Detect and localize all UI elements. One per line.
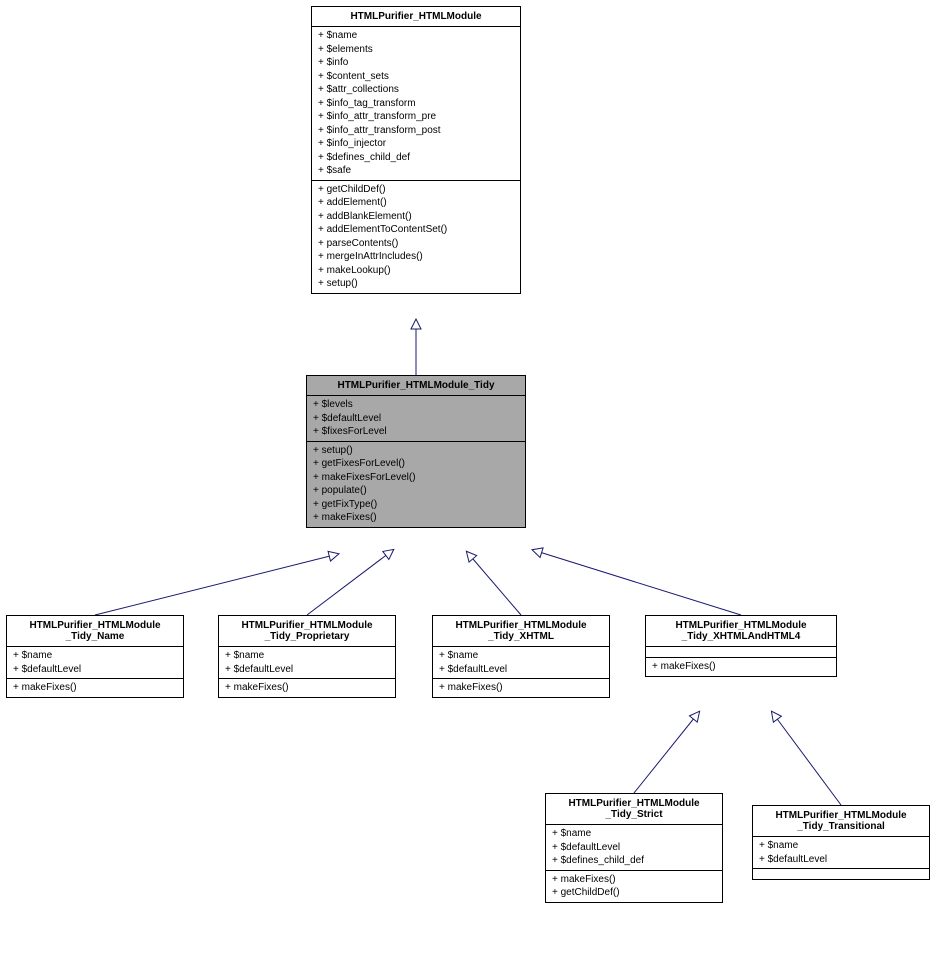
operation-row: + setup()	[318, 277, 514, 291]
class-title: HTMLPurifier_HTMLModule_Tidy_Transitiona…	[753, 806, 929, 837]
class-title-line: HTMLPurifier_HTMLModule	[225, 620, 389, 631]
operation-row: + getChildDef()	[318, 183, 514, 197]
attribute-row: + $name	[318, 29, 514, 43]
class-xhtml[interactable]: HTMLPurifier_HTMLModule_Tidy_XHTML+ $nam…	[432, 615, 610, 698]
attribute-row: + $safe	[318, 164, 514, 178]
operation-row: + makeFixes()	[652, 660, 830, 674]
class-title: HTMLPurifier_HTMLModule_Tidy_Strict	[546, 794, 722, 825]
class-title-line: _Tidy_Proprietary	[225, 631, 389, 642]
attribute-row: + $info	[318, 56, 514, 70]
operation-row: + addBlankElement()	[318, 210, 514, 224]
attribute-row: + $info_attr_transform_post	[318, 124, 514, 138]
class-title-line: _Tidy_Transitional	[759, 821, 923, 832]
class-title-line: HTMLPurifier_HTMLModule	[759, 810, 923, 821]
attribute-row: + $defines_child_def	[318, 151, 514, 165]
class-title-line: HTMLPurifier_HTMLModule	[13, 620, 177, 631]
operations-section: + makeFixes()	[7, 679, 183, 697]
class-title: HTMLPurifier_HTMLModule_Tidy_XHTML	[433, 616, 609, 647]
inheritance-edge	[467, 552, 521, 615]
operations-section: + makeFixes()+ getChildDef()	[546, 871, 722, 902]
class-xah4[interactable]: HTMLPurifier_HTMLModule_Tidy_XHTMLAndHTM…	[645, 615, 837, 677]
operation-row: + makeLookup()	[318, 264, 514, 278]
inheritance-edge	[307, 550, 393, 615]
inheritance-edge	[772, 712, 841, 805]
attribute-row: + $defaultLevel	[13, 663, 177, 677]
attribute-row: + $name	[225, 649, 389, 663]
class-title: HTMLPurifier_HTMLModule_Tidy	[307, 376, 525, 396]
attributes-section: + $name+ $defaultLevel+ $defines_child_d…	[546, 825, 722, 871]
operation-row: + parseContents()	[318, 237, 514, 251]
attributes-section: + $name+ $defaultLevel	[219, 647, 395, 679]
class-title-line: HTMLPurifier_HTMLModule	[652, 620, 830, 631]
class-base[interactable]: HTMLPurifier_HTMLModule+ $name+ $element…	[311, 6, 521, 294]
inheritance-edge	[634, 712, 699, 793]
operation-row: + getFixType()	[313, 498, 519, 512]
class-title-line: _Tidy_Strict	[552, 809, 716, 820]
attribute-row: + $info_tag_transform	[318, 97, 514, 111]
operations-section: + getChildDef()+ addElement()+ addBlankE…	[312, 181, 520, 293]
attribute-row: + $info_attr_transform_pre	[318, 110, 514, 124]
operation-row: + makeFixes()	[439, 681, 603, 695]
class-title: HTMLPurifier_HTMLModule_Tidy_XHTMLAndHTM…	[646, 616, 836, 647]
operation-row: + mergeInAttrIncludes()	[318, 250, 514, 264]
operations-section: + makeFixes()	[433, 679, 609, 697]
operation-row: + setup()	[313, 444, 519, 458]
class-title: HTMLPurifier_HTMLModule_Tidy_Name	[7, 616, 183, 647]
attribute-row: + $defaultLevel	[759, 853, 923, 867]
attribute-row: + $levels	[313, 398, 519, 412]
class-title-line: _Tidy_XHTML	[439, 631, 603, 642]
class-name[interactable]: HTMLPurifier_HTMLModule_Tidy_Name+ $name…	[6, 615, 184, 698]
attributes-section: + $name+ $defaultLevel	[433, 647, 609, 679]
class-title: HTMLPurifier_HTMLModule_Tidy_Proprietary	[219, 616, 395, 647]
operations-section: + makeFixes()	[219, 679, 395, 697]
attribute-row: + $content_sets	[318, 70, 514, 84]
operation-row: + makeFixes()	[552, 873, 716, 887]
inheritance-edge	[95, 554, 338, 615]
attribute-row: + $elements	[318, 43, 514, 57]
operation-row: + makeFixes()	[225, 681, 389, 695]
attribute-row: + $defaultLevel	[313, 412, 519, 426]
attribute-row: + $name	[552, 827, 716, 841]
attribute-row: + $name	[759, 839, 923, 853]
class-tidy[interactable]: HTMLPurifier_HTMLModule_Tidy+ $levels+ $…	[306, 375, 526, 528]
attribute-row: + $attr_collections	[318, 83, 514, 97]
class-prop[interactable]: HTMLPurifier_HTMLModule_Tidy_Proprietary…	[218, 615, 396, 698]
attributes-section: + $name+ $defaultLevel	[7, 647, 183, 679]
class-trans[interactable]: HTMLPurifier_HTMLModule_Tidy_Transitiona…	[752, 805, 930, 880]
operation-row: + addElementToContentSet()	[318, 223, 514, 237]
operation-row: + makeFixes()	[13, 681, 177, 695]
class-title-line: HTMLPurifier_HTMLModule	[552, 798, 716, 809]
attribute-row: + $defaultLevel	[439, 663, 603, 677]
attribute-row: + $fixesForLevel	[313, 425, 519, 439]
class-title: HTMLPurifier_HTMLModule	[312, 7, 520, 27]
operation-row: + addElement()	[318, 196, 514, 210]
class-title-line: HTMLPurifier_HTMLModule	[439, 620, 603, 631]
inheritance-edge	[533, 550, 741, 615]
class-strict[interactable]: HTMLPurifier_HTMLModule_Tidy_Strict+ $na…	[545, 793, 723, 903]
operation-row: + getChildDef()	[552, 886, 716, 900]
operation-row: + makeFixes()	[313, 511, 519, 525]
operations-section: + setup()+ getFixesForLevel()+ makeFixes…	[307, 442, 525, 527]
attribute-row: + $defines_child_def	[552, 854, 716, 868]
attribute-row: + $name	[13, 649, 177, 663]
operation-row: + makeFixesForLevel()	[313, 471, 519, 485]
attributes-section: + $levels+ $defaultLevel+ $fixesForLevel	[307, 396, 525, 442]
uml-diagram: HTMLPurifier_HTMLModule+ $name+ $element…	[0, 0, 947, 965]
operations-section	[753, 869, 929, 879]
attributes-section: + $name+ $elements+ $info+ $content_sets…	[312, 27, 520, 181]
attributes-section	[646, 647, 836, 658]
operations-section: + makeFixes()	[646, 658, 836, 676]
attribute-row: + $info_injector	[318, 137, 514, 151]
attribute-row: + $name	[439, 649, 603, 663]
attribute-row: + $defaultLevel	[225, 663, 389, 677]
attributes-section: + $name+ $defaultLevel	[753, 837, 929, 869]
attribute-row: + $defaultLevel	[552, 841, 716, 855]
class-title-line: _Tidy_Name	[13, 631, 177, 642]
operation-row: + getFixesForLevel()	[313, 457, 519, 471]
class-title-line: _Tidy_XHTMLAndHTML4	[652, 631, 830, 642]
operation-row: + populate()	[313, 484, 519, 498]
